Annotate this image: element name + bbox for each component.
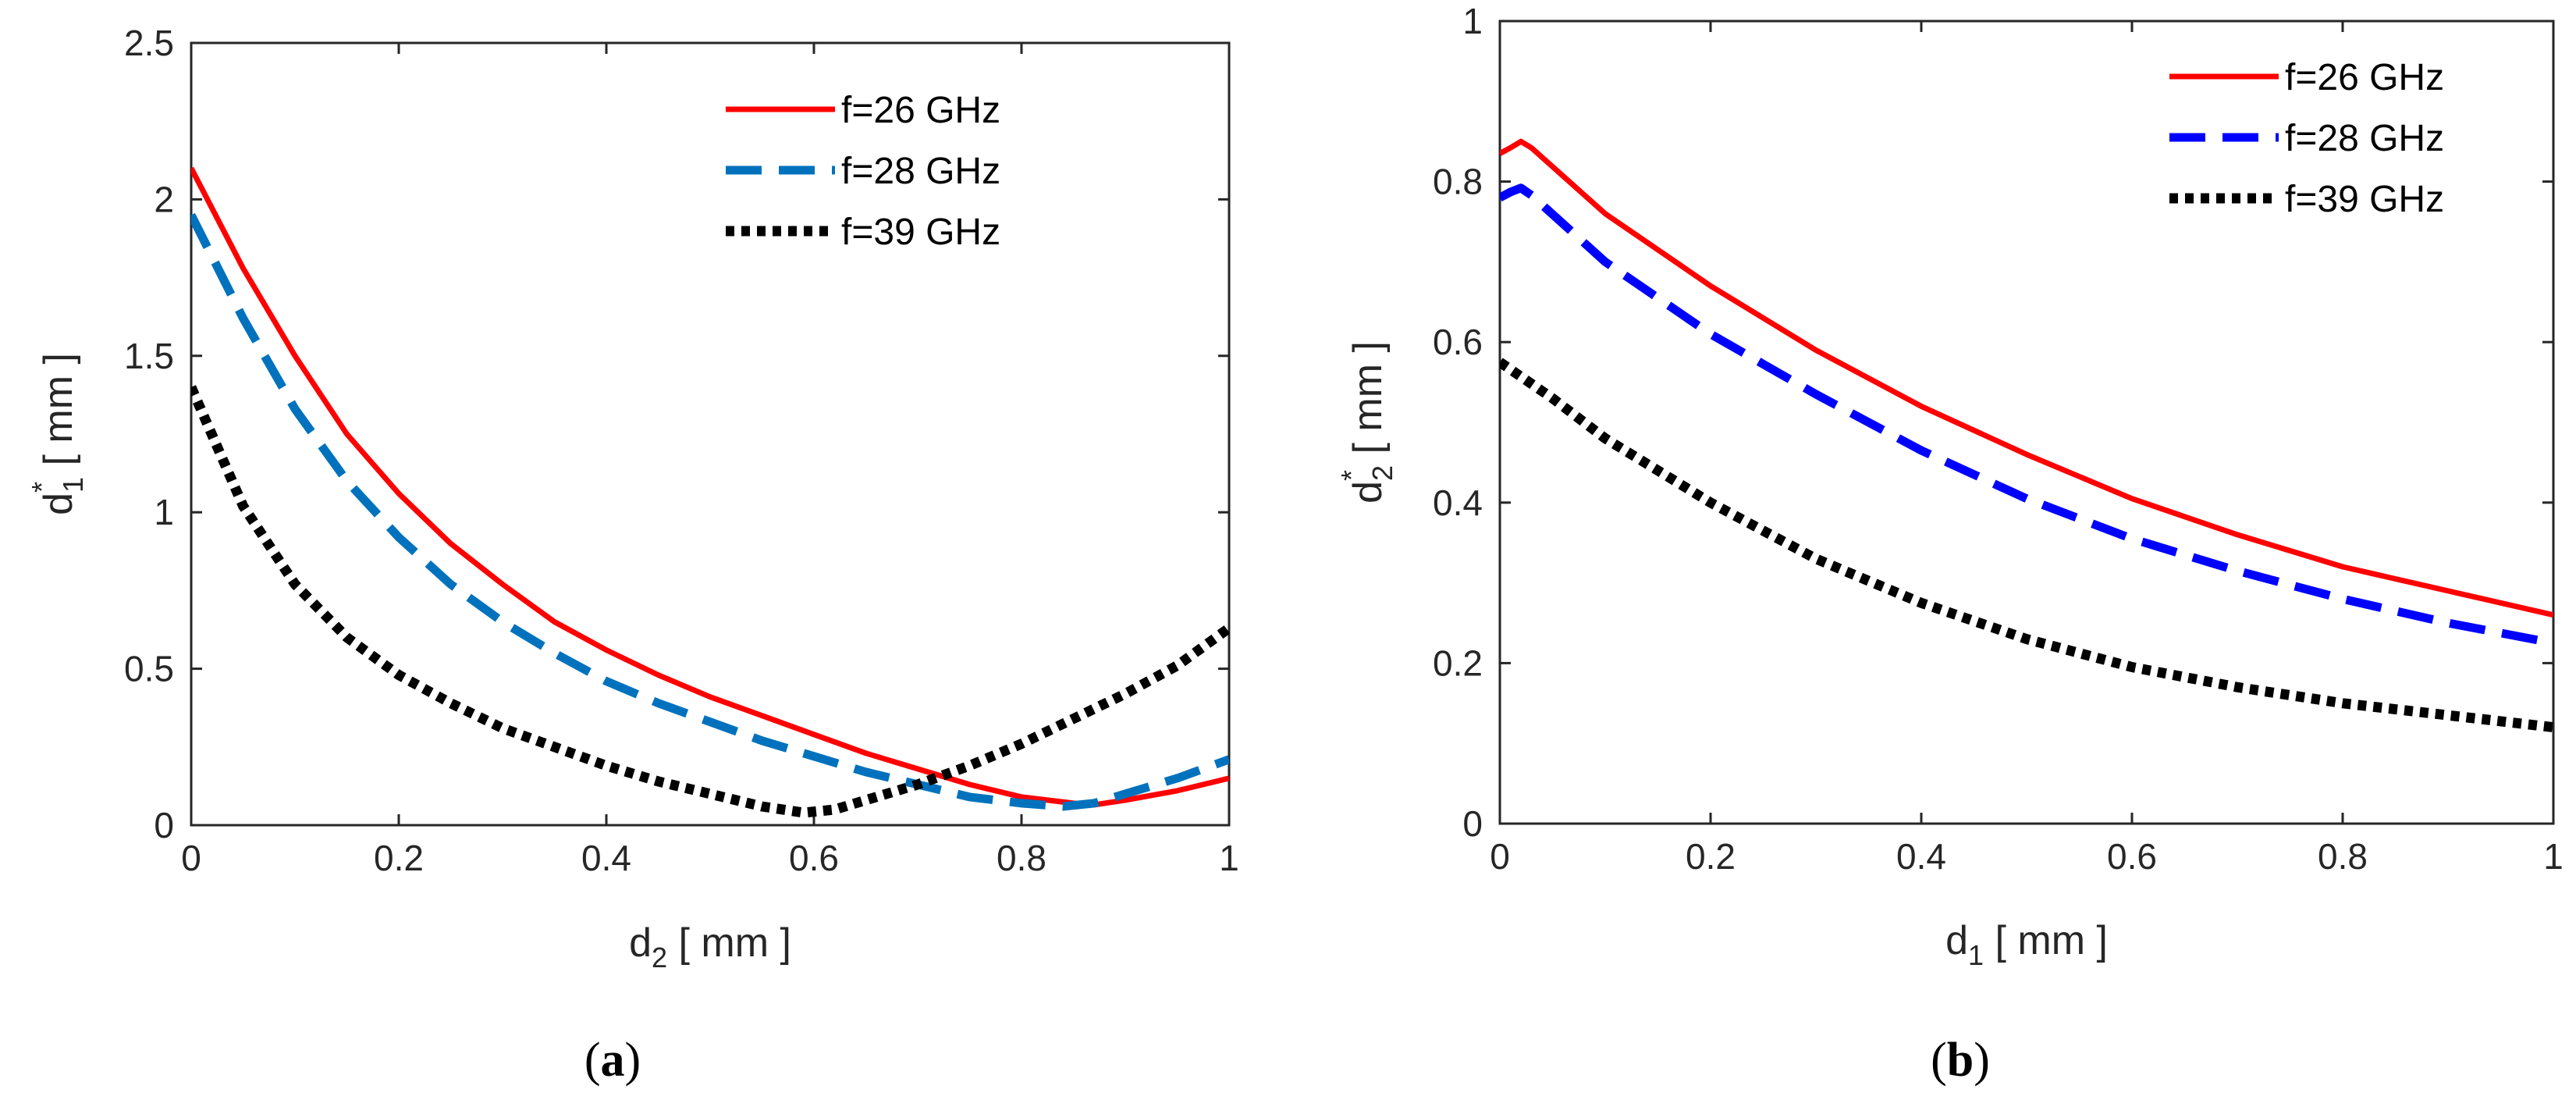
x-tick-label-a: 0.4 — [581, 838, 631, 878]
chart-panel-a: 0 0.2 0.4 0.6 0.8 100.511.522.5 d2 [ mm ] d*1… — [26, 23, 1239, 1087]
y-axis-label-b-unit: [ mm ] — [1345, 341, 1391, 465]
chart-panel-b: 0 0.2 0.4 0.6 0.8 100.20.40.60.81 d1 [ mm ] d… — [1335, 1, 2564, 1087]
y-tick-label-b: 0.6 — [1433, 322, 1483, 362]
series-line-b-2 — [1500, 183, 2553, 648]
y-tick-label-a: 1.5 — [124, 336, 174, 376]
y-tick-label-a: 2 — [154, 179, 174, 219]
y-tick-label-b: 1 — [1462, 1, 1483, 41]
x-axis-label-b-sub: 1 — [1968, 939, 1984, 971]
y-axis-label-b-sub: 2 — [1366, 465, 1398, 481]
series-line-b-1 — [1500, 138, 2553, 618]
x-tick-label-b: 0.4 — [1896, 836, 1946, 877]
series-line-a-2 — [191, 212, 1229, 811]
y-tick-label-a: 2.5 — [124, 23, 174, 63]
x-axis-label-a-sub: 2 — [652, 941, 667, 974]
y-axis-label-b-base: d — [1345, 481, 1391, 504]
y-axis-label-b-sup: * — [1335, 470, 1367, 481]
y-axis-label-b: d*2 [ mm ] — [1335, 341, 1398, 504]
legend-label-a-1: f=26 GHz — [841, 90, 1000, 131]
y-tick-label-b: 0.4 — [1433, 482, 1483, 523]
x-axis-label-a-unit: [ mm ] — [667, 920, 791, 966]
x-tick-label-a: 0.2 — [374, 838, 424, 878]
y-tick-label-a: 0.5 — [124, 649, 174, 689]
y-axis-label-a-sup: * — [26, 482, 58, 493]
legend-label-a-2: f=28 GHz — [841, 151, 1000, 192]
caption-a-letter: a — [601, 1034, 625, 1087]
series-line-b-3 — [1500, 358, 2553, 733]
x-axis-label-a: d2 [ mm ] — [629, 920, 791, 974]
legend-a: f=26 GHz f=28 GHz f=39 GHz — [706, 74, 1042, 269]
x-axis-label-b: d1 [ mm ] — [1945, 918, 2108, 971]
y-tick-label-a: 0 — [154, 805, 174, 845]
x-axis-label-a-base: d — [629, 920, 652, 966]
x-tick-label-b: 0.6 — [2107, 836, 2157, 877]
x-tick-label-b: 0.8 — [2318, 836, 2368, 877]
x-tick-label-b: 0 — [1490, 836, 1510, 877]
legend-label-b-1: f=26 GHz — [2285, 57, 2444, 98]
legend-b-box — [2155, 47, 2530, 242]
caption-b: (b) — [1931, 1034, 1990, 1087]
x-tick-label-b: 0.2 — [1686, 836, 1736, 877]
y-tick-label-b: 0 — [1462, 803, 1483, 844]
plot-content-b: 0 0.2 0.4 0.6 0.8 1 0 0.2 0.4 0.6 0.8 1 — [1433, 1, 2564, 877]
x-tick-label-a: 0.8 — [997, 838, 1046, 878]
legend-label-b-3: f=39 GHz — [2285, 179, 2444, 220]
series-line-a-3 — [191, 385, 1229, 818]
x-tick-label-a: 1 — [1219, 838, 1239, 878]
y-axis-label-a-base: d — [36, 493, 81, 515]
legend-label-a-3: f=39 GHz — [841, 212, 1000, 253]
legend-b: f=26 GHz f=28 GHz f=39 GHz — [2155, 47, 2530, 242]
legend-label-b-2: f=28 GHz — [2285, 118, 2444, 159]
x-axis-label-b-unit: [ mm ] — [1984, 918, 2108, 963]
caption-b-letter: b — [1947, 1034, 1974, 1087]
y-tick-label-a: 1 — [154, 492, 174, 532]
x-tick-label-a: 0 — [181, 838, 201, 878]
y-axis-label-a-unit: [ mm ] — [36, 353, 81, 477]
plot-content-a: 0 0.2 0.4 0.6 0.8 1 0 0.5 1 1.5 2 2.5 — [124, 23, 1239, 878]
x-tick-label-b: 1 — [2543, 836, 2564, 877]
x-tick-label-a: 0.6 — [789, 838, 839, 878]
x-axis-label-b-base: d — [1945, 918, 1968, 963]
caption-a: (a) — [584, 1034, 641, 1087]
y-tick-label-b: 0.8 — [1433, 162, 1483, 202]
y-tick-label-b: 0.2 — [1433, 642, 1483, 683]
y-axis-label-a-sub: 1 — [57, 477, 89, 493]
y-axis-label-a: d*1 [ mm ] — [26, 353, 89, 515]
